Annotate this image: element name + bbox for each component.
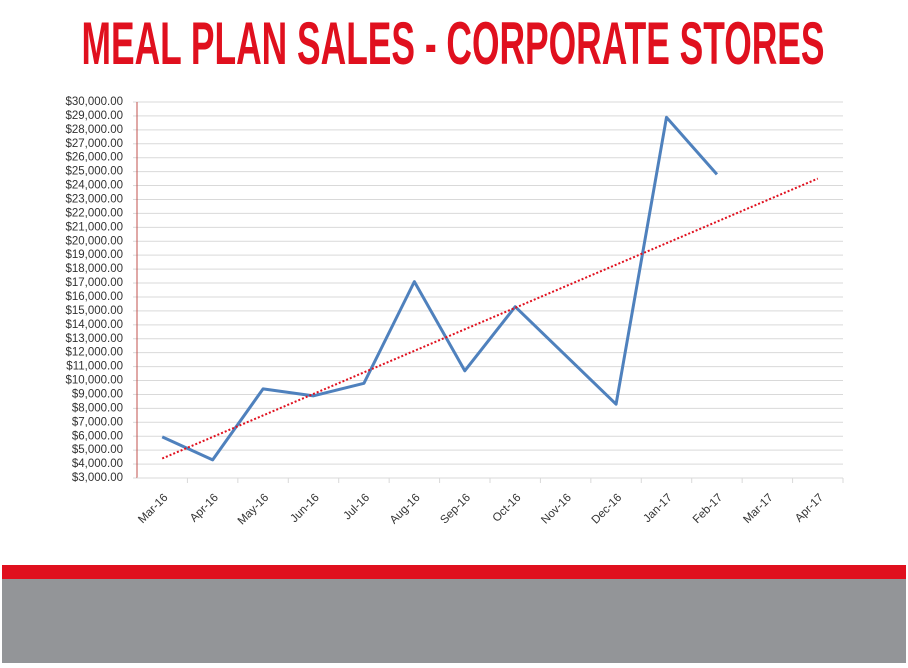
y-tick-label: $3,000.00 [72, 472, 123, 484]
y-tick-label: $10,000.00 [65, 375, 123, 387]
y-tick-label: $29,000.00 [65, 110, 123, 122]
y-tick-label: $17,000.00 [65, 277, 123, 289]
y-tick-label: $13,000.00 [65, 333, 123, 345]
y-tick-label: $4,000.00 [72, 458, 123, 470]
y-tick-label: $22,000.00 [65, 207, 123, 219]
gray-band [2, 579, 906, 663]
y-tick-label: $20,000.00 [65, 235, 123, 247]
y-tick-label: $7,000.00 [72, 416, 123, 428]
trendline [161, 177, 819, 460]
y-tick-label: $6,000.00 [72, 430, 123, 442]
chart-title: MEAL PLAN SALES - CORPORATE STORES [82, 10, 825, 77]
y-tick-label: $12,000.00 [65, 347, 123, 359]
y-tick-label: $15,000.00 [65, 305, 123, 317]
y-tick-label: $14,000.00 [65, 319, 123, 331]
y-tick-label: $26,000.00 [65, 152, 123, 164]
y-tick-label: $21,000.00 [65, 221, 123, 233]
red-band [2, 565, 906, 579]
y-tick-label: $16,000.00 [65, 291, 123, 303]
y-tick-label: $25,000.00 [65, 166, 123, 178]
y-tick-label: $23,000.00 [65, 194, 123, 206]
line-series [161, 115, 719, 462]
y-tick-label: $9,000.00 [72, 388, 123, 400]
y-tick-label: $24,000.00 [65, 180, 123, 192]
y-tick-label: $30,000.00 [65, 96, 123, 108]
y-tick-label: $18,000.00 [65, 263, 123, 275]
y-tick-label: $11,000.00 [66, 361, 123, 373]
y-tick-label: $5,000.00 [72, 444, 123, 456]
y-tick-label: $28,000.00 [65, 124, 123, 136]
y-tick-label: $19,000.00 [65, 249, 123, 261]
y-tick-label: $27,000.00 [65, 138, 123, 150]
y-tick-label: $8,000.00 [72, 402, 123, 414]
